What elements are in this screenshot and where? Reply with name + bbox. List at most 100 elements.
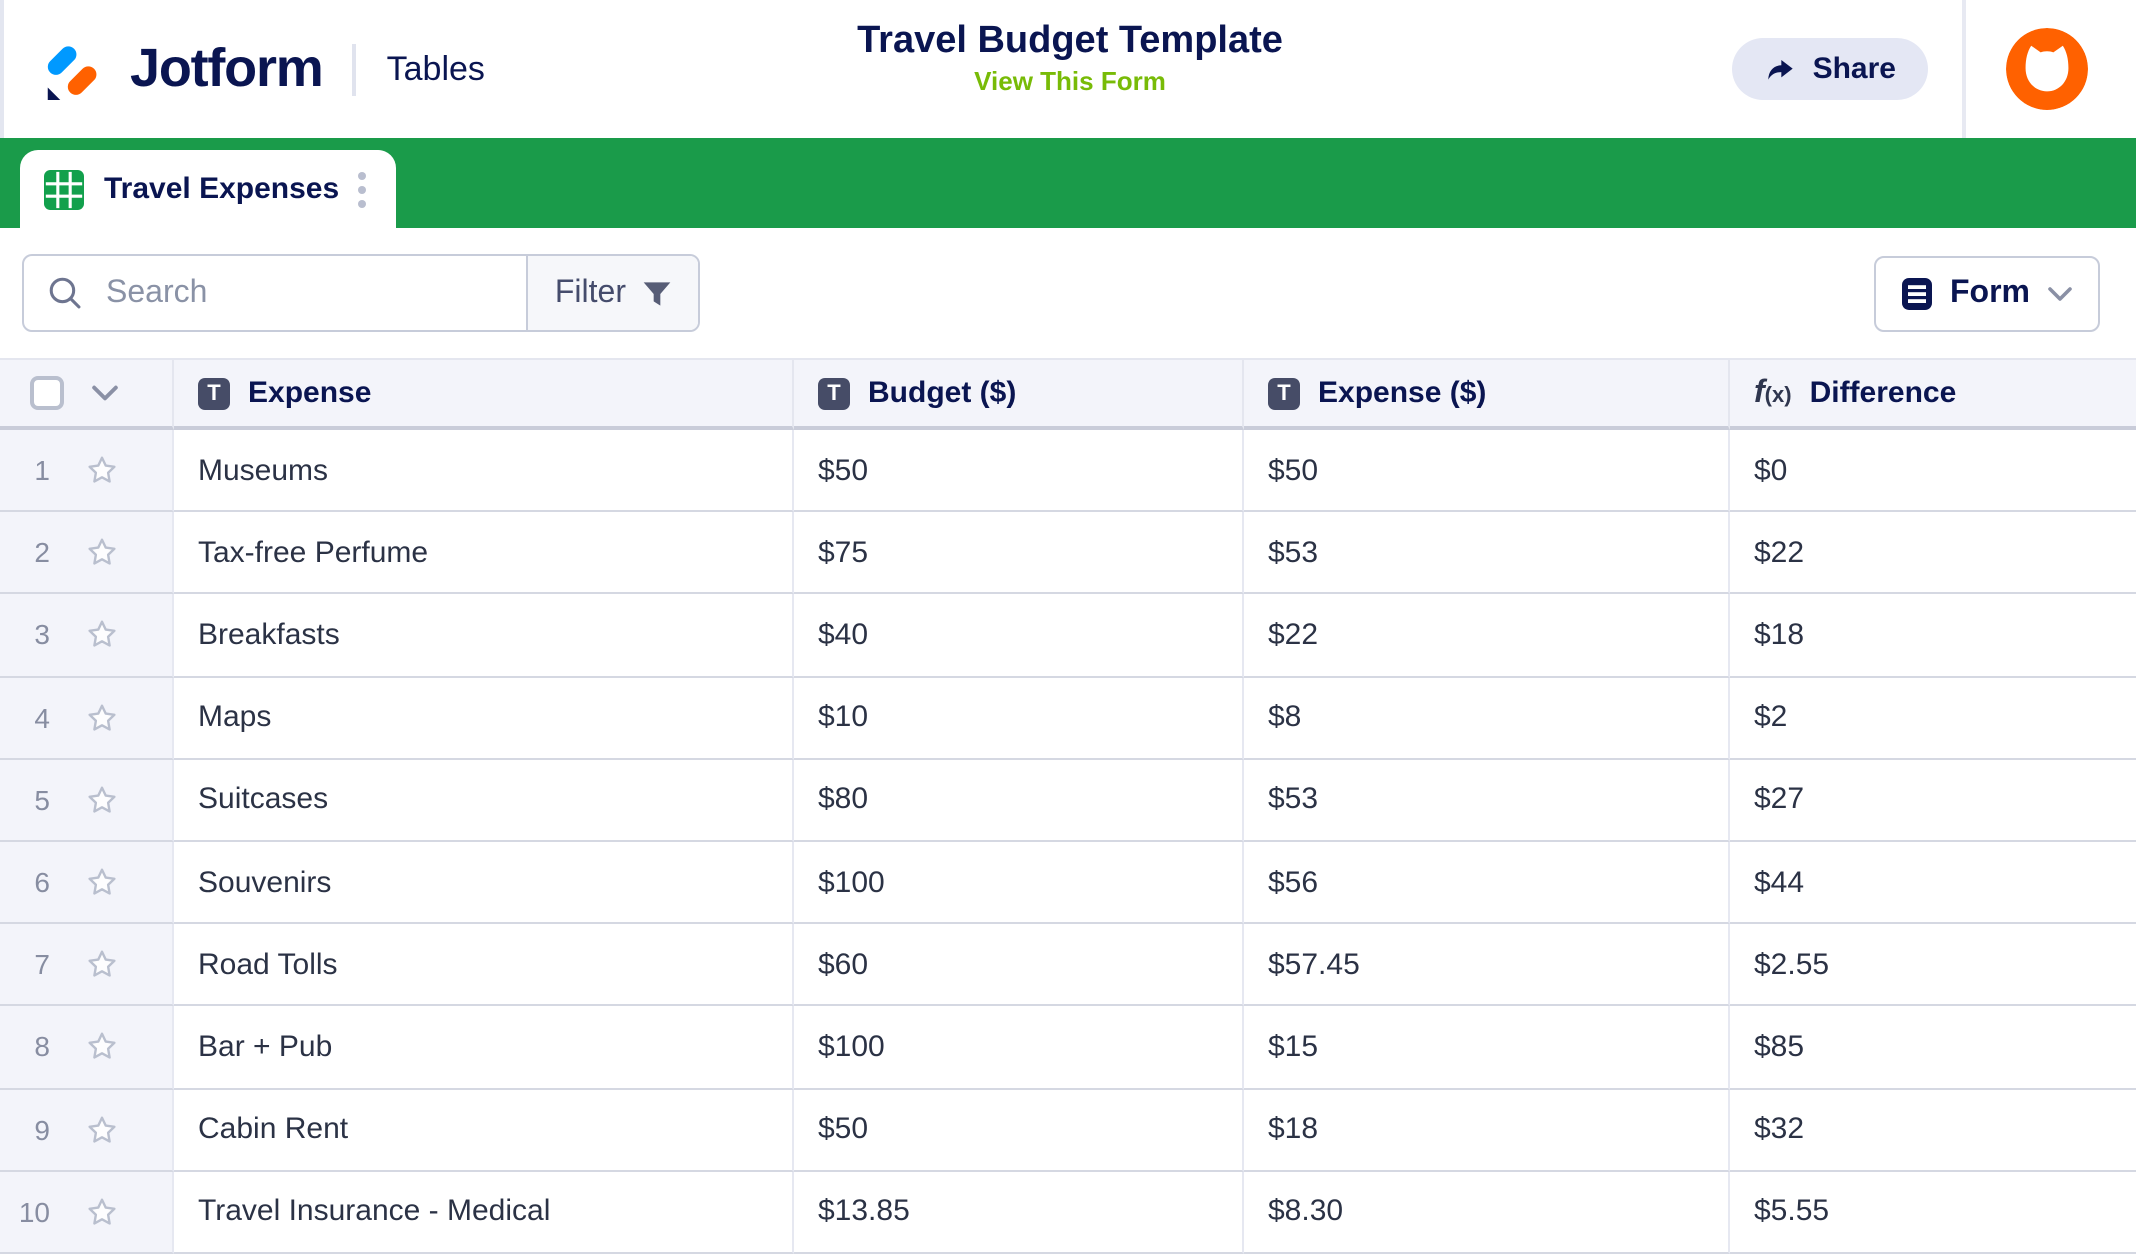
cell-budget[interactable]: $13.85 — [794, 1171, 1244, 1254]
star-icon[interactable] — [86, 1196, 118, 1228]
form-view-button[interactable]: Form — [1874, 255, 2100, 331]
row-head: 7 — [0, 924, 174, 1007]
row-number: 4 — [34, 701, 50, 734]
view-this-form-link[interactable]: View This Form — [974, 66, 1166, 96]
cell-expense[interactable]: Bar + Pub — [174, 1006, 794, 1089]
cell-difference[interactable]: $32 — [1730, 1089, 2136, 1172]
row-head: 8 — [0, 1006, 174, 1089]
cell-expense[interactable]: Souvenirs — [174, 841, 794, 925]
tab-options-menu-icon[interactable] — [348, 163, 376, 215]
tab-travel-expenses[interactable]: Travel Expenses — [20, 150, 396, 228]
cell-budget[interactable]: $60 — [794, 924, 1244, 1007]
share-arrow-icon — [1768, 59, 1794, 79]
row-head: 6 — [0, 841, 174, 925]
filter-funnel-icon — [643, 281, 671, 305]
cell-expense[interactable]: Road Tolls — [174, 924, 794, 1007]
share-button[interactable]: Share — [1732, 38, 1928, 100]
cell-spent[interactable]: $57.45 — [1244, 924, 1730, 1007]
row-head: 5 — [0, 759, 174, 842]
filter-label: Filter — [554, 275, 626, 309]
table-grid-icon — [44, 169, 84, 209]
cell-spent[interactable]: $18 — [1244, 1089, 1730, 1172]
column-label: Expense ($) — [1318, 376, 1487, 410]
column-header-expense[interactable]: T Expense — [174, 358, 794, 430]
cell-budget[interactable]: $100 — [794, 1006, 1244, 1089]
cell-expense[interactable]: Travel Insurance - Medical — [174, 1171, 794, 1254]
cell-difference[interactable]: $27 — [1730, 759, 2136, 842]
chevron-down-icon[interactable] — [92, 384, 118, 402]
cell-spent[interactable]: $53 — [1244, 512, 1730, 595]
cell-expense[interactable]: Cabin Rent — [174, 1089, 794, 1172]
row-head: 1 — [0, 430, 174, 513]
cell-difference[interactable]: $44 — [1730, 841, 2136, 925]
cell-expense[interactable]: Maps — [174, 677, 794, 760]
table-row: 7 Road Tolls $60 $57.45 $2.55 — [0, 924, 2136, 1007]
cell-spent[interactable]: $22 — [1244, 594, 1730, 678]
user-avatar[interactable] — [2006, 28, 2088, 110]
expenses-table: T Expense T Budget ($) T Expense ($) f(x) Diffe… — [0, 358, 2136, 1254]
table-row: 9 Cabin Rent $50 $18 $32 — [0, 1089, 2136, 1172]
star-icon[interactable] — [86, 1031, 118, 1063]
chevron-down-icon — [2048, 286, 2072, 300]
star-icon[interactable] — [86, 701, 118, 733]
share-label: Share — [1812, 52, 1896, 86]
app-header: Jotform Tables Travel Budget Template Vi… — [0, 0, 2136, 138]
cell-difference[interactable]: $2 — [1730, 677, 2136, 760]
cell-difference[interactable]: $85 — [1730, 1006, 2136, 1089]
star-icon[interactable] — [86, 454, 118, 486]
star-icon[interactable] — [86, 866, 118, 898]
table-row: 8 Bar + Pub $100 $15 $85 — [0, 1006, 2136, 1089]
star-icon[interactable] — [86, 948, 118, 980]
row-head: 2 — [0, 512, 174, 595]
cell-spent[interactable]: $56 — [1244, 841, 1730, 925]
select-column-header — [0, 358, 174, 430]
row-number: 7 — [34, 948, 50, 981]
cell-expense[interactable]: Tax-free Perfume — [174, 512, 794, 595]
cell-budget[interactable]: $75 — [794, 512, 1244, 595]
cell-spent[interactable]: $15 — [1244, 1006, 1730, 1089]
table-row: 5 Suitcases $80 $53 $27 — [0, 759, 2136, 842]
brand-divider — [352, 43, 357, 95]
cell-expense[interactable]: Suitcases — [174, 759, 794, 842]
star-icon[interactable] — [86, 619, 118, 651]
cell-difference[interactable]: $0 — [1730, 430, 2136, 513]
star-icon[interactable] — [86, 1113, 118, 1145]
row-number: 1 — [34, 454, 50, 487]
cell-spent[interactable]: $53 — [1244, 759, 1730, 842]
column-header-difference[interactable]: f(x) Difference — [1730, 358, 2136, 430]
product-name: Tables — [386, 49, 485, 87]
cell-expense[interactable]: Breakfasts — [174, 594, 794, 678]
row-number: 2 — [34, 536, 50, 569]
cell-budget[interactable]: $80 — [794, 759, 1244, 842]
cell-budget[interactable]: $100 — [794, 841, 1244, 925]
cell-spent[interactable]: $8 — [1244, 677, 1730, 760]
jotform-logo-icon — [47, 45, 97, 99]
row-number: 10 — [18, 1195, 50, 1228]
select-all-checkbox[interactable] — [30, 376, 64, 410]
cell-budget[interactable]: $10 — [794, 677, 1244, 760]
row-head: 10 — [0, 1171, 174, 1254]
row-number: 9 — [34, 1113, 50, 1146]
brand-group[interactable]: Jotform Tables — [44, 38, 485, 100]
cell-difference[interactable]: $5.55 — [1730, 1171, 2136, 1254]
star-icon[interactable] — [86, 537, 118, 569]
cell-difference[interactable]: $2.55 — [1730, 924, 2136, 1007]
search-icon — [49, 277, 81, 309]
cell-budget[interactable]: $50 — [794, 1089, 1244, 1172]
star-icon[interactable] — [86, 784, 118, 816]
table-row: 10 Travel Insurance - Medical $13.85 $8.30 $… — [0, 1171, 2136, 1254]
column-header-spent[interactable]: T Expense ($) — [1244, 358, 1730, 430]
column-header-budget[interactable]: T Budget ($) — [794, 358, 1244, 430]
cell-expense[interactable]: Museums — [174, 430, 794, 513]
cell-budget[interactable]: $50 — [794, 430, 1244, 513]
cell-spent[interactable]: $8.30 — [1244, 1171, 1730, 1254]
filter-button[interactable]: Filter — [526, 256, 698, 330]
cell-spent[interactable]: $50 — [1244, 430, 1730, 513]
search-input[interactable] — [102, 273, 527, 313]
cell-difference[interactable]: $18 — [1730, 594, 2136, 678]
cell-budget[interactable]: $40 — [794, 594, 1244, 678]
cell-difference[interactable]: $22 — [1730, 512, 2136, 595]
text-column-icon: T — [818, 377, 850, 409]
sheet-tab-bar: Travel Expenses — [0, 138, 2136, 228]
